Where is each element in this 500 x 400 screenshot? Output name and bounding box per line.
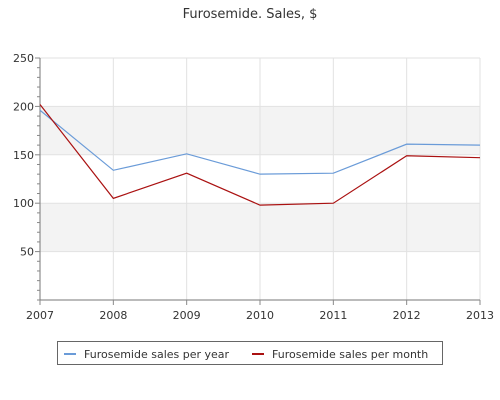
y-tick-label: 50 [20,246,34,259]
y-tick-label: 200 [13,100,34,113]
x-tick-label: 2010 [246,309,274,322]
x-tick-label: 2013 [466,309,494,322]
legend-label-2: Furosemide sales per month [272,348,428,361]
series-line-1 [39,109,481,175]
y-tick-label: 100 [13,197,34,210]
x-tick-label: 2009 [173,309,201,322]
y-tick-label: 150 [13,149,34,162]
x-tick-label: 2007 [26,309,54,322]
x-tick-label: 2008 [99,309,127,322]
x-tick-label: 2012 [393,309,421,322]
legend-label-1: Furosemide sales per year [84,348,230,361]
chart-title: Furosemide. Sales, $ [183,7,318,22]
x-tick-label: 2011 [319,309,347,322]
y-tick-label: 250 [13,52,34,65]
series-line-2 [39,104,481,206]
legend-box [57,341,443,365]
